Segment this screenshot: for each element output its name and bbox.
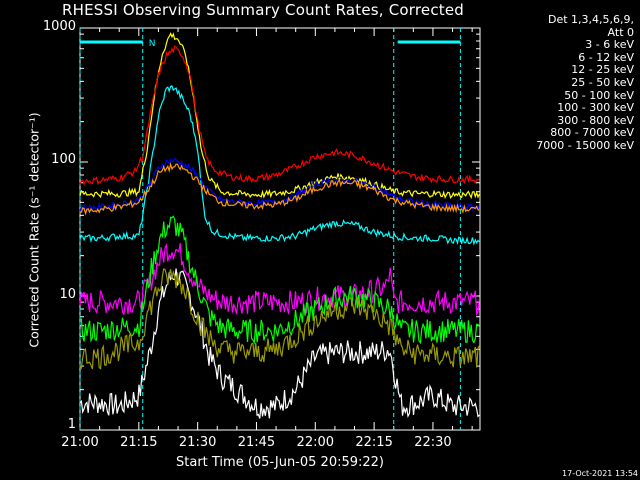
legend-item: 3 - 6 keV bbox=[585, 38, 634, 52]
legend-item: 800 - 7000 keV bbox=[550, 126, 634, 140]
legend-item: 100 - 300 keV bbox=[557, 101, 634, 115]
legend: Det 1,3,4,5,6,9, Att 0 3 - 6 keV 6 - 12 … bbox=[536, 13, 634, 153]
legend-item: 300 - 800 keV bbox=[557, 113, 634, 127]
legend-item: 50 - 100 keV bbox=[564, 88, 634, 102]
x-tick-label: 22:15 bbox=[355, 435, 393, 450]
night-label: N bbox=[149, 39, 156, 49]
legend-item: 7000 - 15000 keV bbox=[536, 138, 634, 152]
chart-title: RHESSI Observing Summary Count Rates, Co… bbox=[62, 1, 465, 19]
x-tick-label: 21:30 bbox=[178, 435, 217, 450]
axes-frame bbox=[79, 27, 481, 431]
series-line bbox=[79, 161, 480, 216]
x-tick-label: 22:30 bbox=[414, 435, 452, 450]
legend-header-line: Att 0 bbox=[607, 25, 634, 39]
series-line bbox=[79, 32, 480, 200]
x-axis-label: Start Time (05-Jun-05 20:59:22) bbox=[176, 455, 384, 470]
series-line bbox=[79, 243, 480, 317]
y-tick-label: 1000 bbox=[42, 19, 76, 34]
x-tick-label: 22:00 bbox=[296, 435, 335, 450]
x-tick-label: 21:15 bbox=[120, 435, 158, 450]
x-tick-label: 21:45 bbox=[237, 435, 276, 450]
y-tick-label: 10 bbox=[59, 287, 76, 302]
y-tick-label: 1 bbox=[67, 417, 76, 432]
legend-header-line: Det 1,3,4,5,6,9, bbox=[547, 13, 634, 26]
series-line bbox=[79, 268, 480, 370]
plot-frame bbox=[79, 27, 481, 431]
y-tick-label: 100 bbox=[51, 152, 76, 167]
series-line bbox=[79, 85, 480, 246]
legend-item: 12 - 25 keV bbox=[571, 63, 634, 77]
series-lines bbox=[79, 32, 480, 419]
timestamp: 17-Oct-2021 13:54 bbox=[562, 469, 638, 478]
series-line bbox=[79, 268, 480, 419]
legend-item: 25 - 50 keV bbox=[571, 75, 634, 89]
event-markers: N bbox=[79, 28, 461, 430]
y-axis-label: Corrected Count Rate (s⁻¹ detector⁻¹) bbox=[26, 112, 42, 348]
x-tick-label: 21:00 bbox=[61, 435, 99, 450]
series-line bbox=[79, 215, 480, 345]
legend-item: 6 - 12 keV bbox=[578, 50, 634, 64]
series-line bbox=[79, 45, 480, 186]
